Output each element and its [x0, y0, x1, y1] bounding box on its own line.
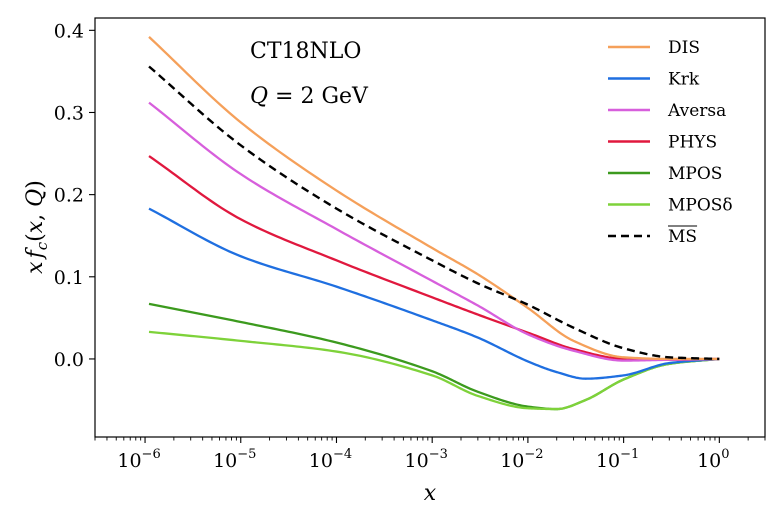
- x-axis-ticks: 10−6 10−5 10−4 10−3 10−2 10−1 100: [94, 437, 766, 472]
- y-tick-label: 0.0: [54, 349, 84, 371]
- series-line-6: [148, 65, 720, 361]
- annotation-line1: CT18NLO: [250, 39, 361, 64]
- x-tick-base: 10: [309, 450, 333, 472]
- y-label-arg-q: Q: [23, 189, 48, 207]
- series-line-5: [148, 330, 720, 411]
- y-axis-label: xfc(x, Q): [23, 180, 51, 274]
- x-tick-label: 10−4: [309, 447, 352, 472]
- legend-label: MPOS: [668, 164, 722, 184]
- y-label-arg-x: x: [23, 220, 48, 233]
- legend-label: DIS: [668, 38, 700, 58]
- x-tick-base: 10: [405, 450, 429, 472]
- x-tick-exponent: −1: [620, 447, 639, 462]
- y-tick-label: 0.2: [54, 185, 84, 207]
- x-tick-label: 10−6: [117, 447, 160, 472]
- series-line-1: [148, 207, 720, 380]
- x-tick-label: 10−2: [500, 447, 543, 472]
- legend-label: Aversa: [667, 101, 726, 121]
- x-tick-exponent: −5: [237, 447, 256, 462]
- y-label-comma: ,: [23, 207, 48, 221]
- y-label-close: ): [23, 180, 48, 189]
- x-tick-exponent: −2: [524, 447, 543, 462]
- y-axis-ticks: 0.0 0.1 0.2 0.3 0.4: [54, 20, 95, 371]
- legend-label: MS: [668, 227, 697, 247]
- x-tick-base: 10: [117, 450, 141, 472]
- y-tick-label: 0.3: [54, 102, 84, 124]
- x-tick-label: 10−1: [596, 447, 639, 472]
- legend: DIS Krk Aversa PHYS MPOS MPOSδ MS: [608, 38, 733, 247]
- legend-label: Krk: [668, 70, 700, 90]
- x-tick-exponent: −6: [142, 447, 161, 462]
- x-tick-base: 10: [500, 450, 524, 472]
- y-label-sub: c: [33, 241, 51, 250]
- legend-label: PHYS: [668, 133, 717, 153]
- legend-label: MPOSδ: [668, 196, 733, 216]
- y-label-open: (: [23, 233, 48, 242]
- x-tick-exponent: 0: [721, 447, 729, 462]
- x-tick-exponent: −4: [333, 447, 352, 462]
- plot-frame: [94, 17, 766, 438]
- annotation-q-value: = 2 GeV: [268, 84, 369, 109]
- annotation: CT18NLO Q = 2 GeV: [250, 39, 369, 109]
- series-line-0: [148, 36, 720, 361]
- x-tick-exponent: −3: [429, 447, 448, 462]
- x-tick-base: 10: [596, 450, 620, 472]
- x-tick-label: 10−3: [405, 447, 448, 472]
- x-tick-label: 10−5: [213, 447, 256, 472]
- y-label-x: x: [23, 261, 48, 274]
- annotation-line2: Q = 2 GeV: [250, 84, 369, 109]
- x-tick-label: 100: [697, 447, 729, 472]
- series-line-2: [148, 101, 720, 362]
- y-tick-label: 0.4: [54, 20, 84, 42]
- x-tick-base: 10: [213, 450, 237, 472]
- x-tick-base: 10: [697, 450, 721, 472]
- series-layer: [148, 36, 720, 411]
- y-tick-label: 0.1: [54, 267, 84, 289]
- x-axis-label: x: [424, 481, 437, 506]
- annotation-q-var: Q: [250, 84, 268, 109]
